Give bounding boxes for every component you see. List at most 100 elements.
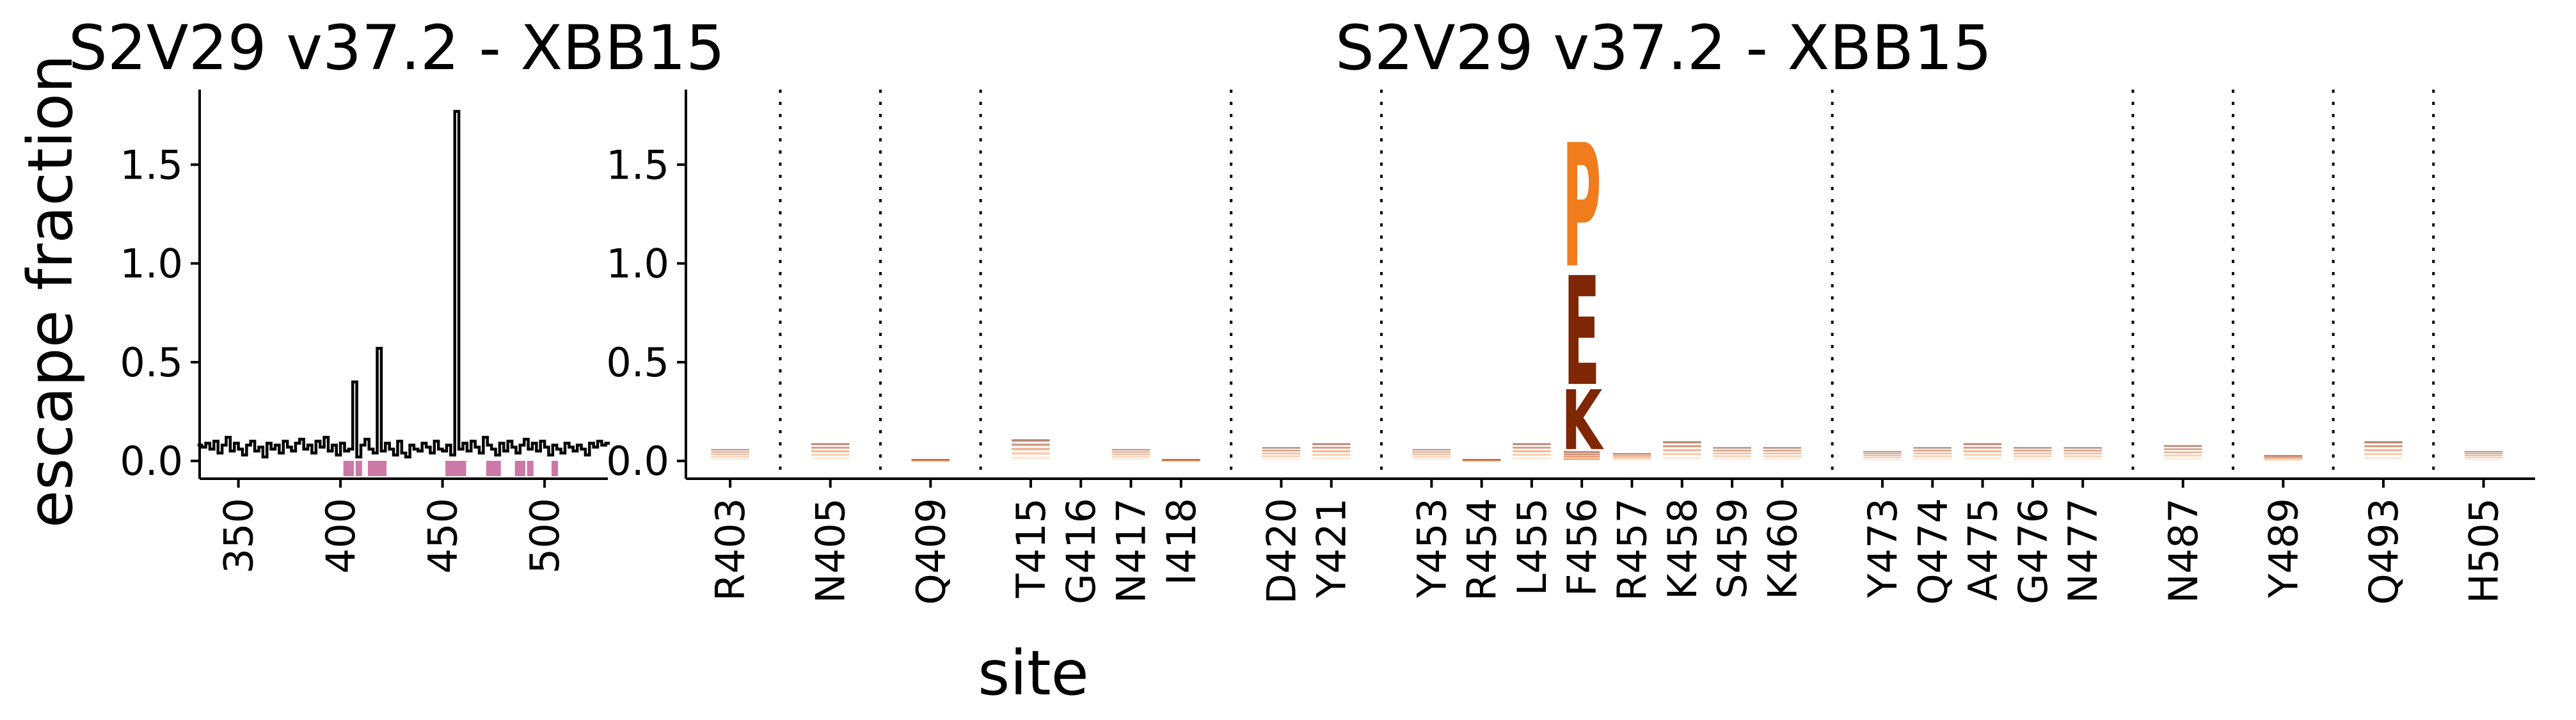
logo-small-stack xyxy=(1913,447,1952,449)
logo-small-stack xyxy=(1412,451,1451,453)
logo-small-stack xyxy=(1312,443,1351,445)
logo-small-stack xyxy=(1612,456,1651,458)
logo-small-stack xyxy=(1111,451,1150,453)
x-tick-label: 400 xyxy=(317,498,364,573)
site-tick-label: T415 xyxy=(1008,498,1054,598)
site-tick-label: G476 xyxy=(2010,498,2056,604)
logo-small-stack xyxy=(2164,451,2202,454)
logo-small-stack xyxy=(2164,448,2202,451)
escape-line xyxy=(197,109,610,459)
logo-small-stack xyxy=(2364,445,2403,447)
highlight-site-mark xyxy=(374,461,381,476)
logo-small-stack xyxy=(1012,444,1050,446)
logo-small-stack xyxy=(2264,458,2303,460)
logo-small-stack xyxy=(2464,459,2503,461)
logo-small-stack xyxy=(1513,457,1551,460)
logo-small-stack xyxy=(2014,458,2052,460)
logo-small-stack xyxy=(1262,449,1301,452)
logo-small-stack xyxy=(1412,456,1451,458)
logo-small-stack xyxy=(1913,452,1952,454)
logo-small-stack xyxy=(1963,457,2002,460)
y-tick-label: 1.5 xyxy=(120,141,183,188)
site-tick-label: R454 xyxy=(1459,498,1506,601)
logo-small-stack xyxy=(1713,455,1751,457)
logo-small-stack xyxy=(2264,456,2303,458)
logo-small-stack xyxy=(1713,458,1751,460)
logo-y-tick-label: 1.5 xyxy=(606,141,669,188)
logo-small-stack xyxy=(2264,460,2303,461)
logo-small-stack xyxy=(2364,457,2403,460)
logo-small-stack xyxy=(1564,451,1600,453)
logo-small-stack xyxy=(1262,452,1301,454)
logo-small-stack xyxy=(811,450,850,452)
svg-text:P: P xyxy=(1562,109,1602,306)
logo-small-stack xyxy=(1863,451,1902,452)
site-tick-label: A475 xyxy=(1960,498,2007,601)
y-tick-label: 0.5 xyxy=(120,339,183,386)
logo-small-stack xyxy=(1913,455,1952,457)
logo-small-stack xyxy=(711,449,749,451)
logo-panel-axes: 0.0 0.5 1.0 1.5 xyxy=(606,90,2535,484)
logo-small-stack xyxy=(1012,452,1050,455)
highlight-site-mark xyxy=(494,461,501,476)
group-separators xyxy=(779,90,2435,479)
logo-small-stack xyxy=(1663,441,1701,444)
site-tick-label: H505 xyxy=(2461,498,2508,604)
site-tick-label: N487 xyxy=(2160,498,2207,604)
site-tick-label: I418 xyxy=(1158,498,1205,586)
site-tick-label: K460 xyxy=(1759,498,1806,600)
logo-small-stack xyxy=(1913,458,1952,460)
svg-text:E: E xyxy=(1564,246,1600,420)
logo-small-stack xyxy=(1262,458,1301,460)
highlight-site-mark xyxy=(514,461,521,476)
x-tick-label: 450 xyxy=(420,498,466,573)
logo-small-stack xyxy=(1763,458,1802,460)
logo-small-stack xyxy=(1462,460,1501,461)
logo-small-stack xyxy=(1713,447,1751,449)
logo-small-stack xyxy=(2464,451,2503,452)
y-tick-label: 0.0 xyxy=(120,438,183,484)
y-axis-label: escape fraction xyxy=(15,54,86,528)
logo-y-tick-label: 0.5 xyxy=(606,339,669,386)
highlighted-sites xyxy=(343,461,559,476)
logo-small-stack xyxy=(1963,454,2002,456)
highlight-site-mark xyxy=(380,461,387,476)
logo-small-stack xyxy=(1663,449,1701,452)
logo-small-stack xyxy=(1012,439,1050,442)
site-tick-label: N477 xyxy=(2060,498,2106,604)
y-tick-label: 1.0 xyxy=(120,241,183,287)
logo-small-stack xyxy=(1713,449,1751,452)
logo-small-stack xyxy=(811,447,850,449)
logo-small-stack xyxy=(1262,455,1301,457)
logo-small-stack xyxy=(1162,459,1200,461)
highlight-site-mark xyxy=(355,461,362,476)
x-tick-label: 350 xyxy=(216,498,262,573)
logo-small-stack xyxy=(2063,455,2102,457)
logo-small-stack xyxy=(2464,457,2503,459)
logo-panel: S2V29 v37.2 - XBB15 0.0 0.5 1.0 1.5 KEP R40… xyxy=(606,12,2535,709)
logo-small-stack xyxy=(1913,449,1952,452)
logo-small-stack xyxy=(711,456,749,458)
site-tick-label: N417 xyxy=(1108,498,1155,604)
logo-small-stack xyxy=(1963,450,2002,452)
logo-small-stack xyxy=(1012,456,1050,460)
logo-small-stack xyxy=(2364,441,2403,444)
logo-small-stack xyxy=(1963,443,2002,445)
logo-small-stack xyxy=(1863,452,1902,454)
site-tick-label: Y453 xyxy=(1408,498,1455,598)
site-tick-label: Y473 xyxy=(1859,498,1906,598)
logo-small-stack xyxy=(1564,458,1600,460)
logo-small-stack xyxy=(1412,449,1451,451)
logo-small-stack xyxy=(1111,456,1150,458)
site-tick-label: L455 xyxy=(1509,498,1555,596)
logo-small-stack xyxy=(711,454,749,456)
logo-small-stack xyxy=(1312,450,1351,452)
logo-small-stack xyxy=(1412,458,1451,460)
highlight-site-mark xyxy=(552,461,559,476)
site-tick-label: Y421 xyxy=(1308,498,1355,598)
highlight-site-mark xyxy=(519,461,526,476)
logo-small-stack xyxy=(1513,454,1551,456)
logo-letter-p: P xyxy=(1562,109,1602,306)
logo-small-stack xyxy=(1663,452,1701,456)
